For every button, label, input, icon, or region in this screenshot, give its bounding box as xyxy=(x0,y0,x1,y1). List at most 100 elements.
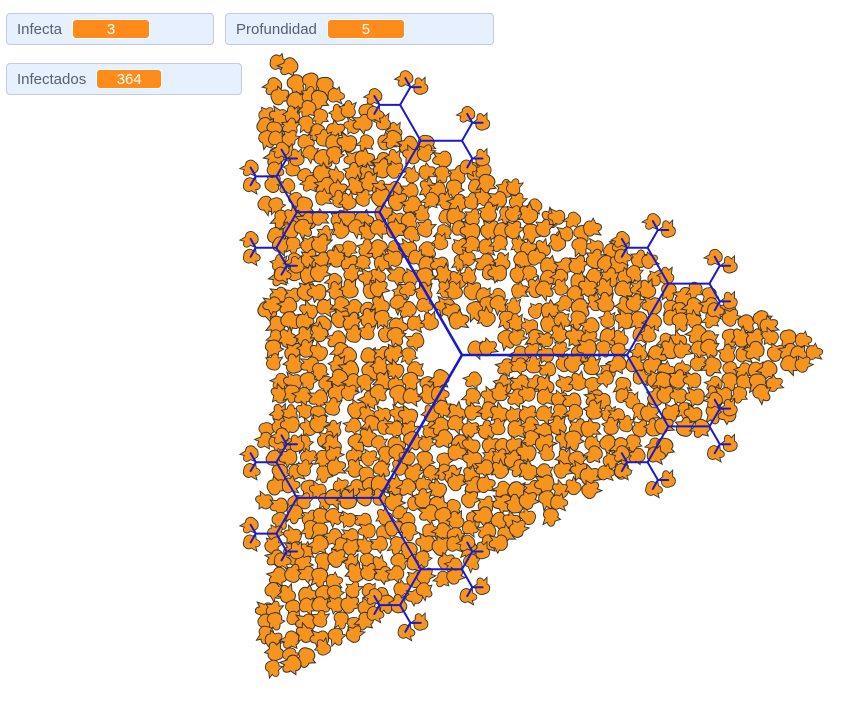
orange-sprite-icon xyxy=(641,251,661,269)
orange-sprite-icon xyxy=(488,534,508,555)
orange-sprite-icon xyxy=(415,550,433,569)
fractal-branch xyxy=(275,157,288,178)
monitor-value: 3 xyxy=(72,19,151,39)
orange-sprite-icon xyxy=(327,627,347,648)
orange-sprite-icon xyxy=(645,479,663,499)
fractal-branch xyxy=(275,496,298,535)
monitor-value: 364 xyxy=(96,69,163,89)
orange-sprite-icon xyxy=(597,310,616,328)
orange-sprite-icon xyxy=(461,519,479,538)
fractal-branch xyxy=(280,434,288,446)
orange-sprite-icon xyxy=(600,416,620,435)
fractal-branch xyxy=(708,282,721,303)
fractal-branch xyxy=(620,237,628,249)
monitor-profundidad[interactable]: Profundidad 5 xyxy=(225,13,494,45)
fractal-branch xyxy=(708,407,721,428)
orange-sprite-icon xyxy=(375,505,393,526)
orange-sprite-icon xyxy=(625,293,647,312)
orange-sprite-icon xyxy=(286,540,305,560)
orange-sprite-icon xyxy=(561,211,582,229)
orange-sprite-icon xyxy=(707,443,725,463)
orange-sprite-icon xyxy=(487,263,507,285)
orange-sprite-icon xyxy=(459,158,478,178)
orange-sprite-icon xyxy=(338,100,358,118)
orange-sprite-icon xyxy=(447,472,469,492)
orange-sprite-icon xyxy=(471,540,491,560)
orange-sprite-icon xyxy=(294,647,317,668)
orange-sprite-icon xyxy=(360,562,381,581)
orange-sprite-icon xyxy=(463,281,486,301)
orange-sprite-icon xyxy=(668,369,690,389)
fractal-branch xyxy=(378,496,422,571)
orange-sprite-icon xyxy=(409,76,429,95)
fractal-branch xyxy=(399,86,412,106)
sprite-layer xyxy=(238,52,824,680)
orange-sprite-icon xyxy=(356,487,379,507)
monitor-infecta[interactable]: Infecta 3 xyxy=(6,13,214,45)
orange-sprite-icon xyxy=(476,473,496,493)
orange-sprite-icon xyxy=(614,461,632,481)
orange-sprite-icon xyxy=(632,419,653,438)
fractal-branch xyxy=(708,264,721,285)
orange-sprite-icon xyxy=(729,386,749,404)
orange-sprite-icon xyxy=(322,397,343,416)
fractal-branch xyxy=(461,139,474,160)
orange-sprite-icon xyxy=(638,324,657,343)
orange-sprite-icon xyxy=(471,111,491,131)
orange-sprite-icon xyxy=(719,433,738,453)
orange-sprite-icon xyxy=(299,372,319,392)
orange-sprite-icon xyxy=(535,218,556,238)
orange-sprite-icon xyxy=(537,443,555,462)
orange-sprite-icon xyxy=(416,297,434,316)
orange-sprite-icon xyxy=(360,448,381,467)
orange-sprite-icon xyxy=(340,384,361,402)
orange-sprite-icon xyxy=(278,654,302,676)
orange-sprite-icon xyxy=(400,347,419,365)
monitor-label: Infectados xyxy=(17,70,87,88)
orange-sprite-icon xyxy=(387,190,412,212)
orange-sprite-icon xyxy=(470,506,493,528)
orange-sprite-icon xyxy=(407,361,424,382)
fractal-branch xyxy=(249,166,257,178)
orange-sprite-icon xyxy=(536,332,554,350)
orange-sprite-icon xyxy=(503,493,524,514)
orange-sprite-icon xyxy=(275,57,299,78)
orange-sprite-icon xyxy=(326,455,347,476)
orange-sprite-icon xyxy=(340,593,363,614)
orange-sprite-icon xyxy=(682,371,702,391)
orange-sprite-icon xyxy=(264,582,283,604)
fractal-branch xyxy=(646,229,659,249)
orange-sprite-icon xyxy=(338,510,357,529)
orange-sprite-icon xyxy=(316,297,336,319)
orange-sprite-icon xyxy=(264,659,284,680)
orange-sprite-icon xyxy=(471,576,491,595)
orange-sprite-icon xyxy=(242,533,261,553)
orange-sprite-icon xyxy=(430,232,449,251)
orange-sprite-icon xyxy=(386,327,407,349)
orange-sprite-icon xyxy=(684,386,705,409)
orange-sprite-icon xyxy=(550,277,569,296)
orange-sprite-icon xyxy=(270,85,292,106)
monitor-infectados[interactable]: Infectados 364 xyxy=(6,63,242,95)
orange-sprite-icon xyxy=(333,611,352,630)
orange-sprite-icon xyxy=(404,332,425,352)
orange-sprite-icon xyxy=(286,147,305,167)
fractal-branch xyxy=(275,175,298,214)
orange-sprite-icon xyxy=(419,310,439,331)
orange-sprite-icon xyxy=(326,596,345,616)
orange-sprite-icon xyxy=(402,386,422,408)
orange-sprite-icon xyxy=(564,475,582,496)
orange-sprite-icon xyxy=(341,263,362,282)
orange-sprite-icon xyxy=(518,384,536,404)
orange-sprite-icon xyxy=(395,301,417,320)
orange-sprite-icon xyxy=(368,536,388,555)
orange-sprite-icon xyxy=(700,338,720,361)
orange-sprite-icon xyxy=(459,586,478,606)
fractal-branch xyxy=(373,103,381,115)
orange-sprite-icon xyxy=(275,296,298,317)
fractal-branch xyxy=(373,604,381,615)
orange-sprite-icon xyxy=(264,353,284,371)
orange-sprite-icon xyxy=(617,415,636,433)
fractal-branch xyxy=(713,255,721,267)
